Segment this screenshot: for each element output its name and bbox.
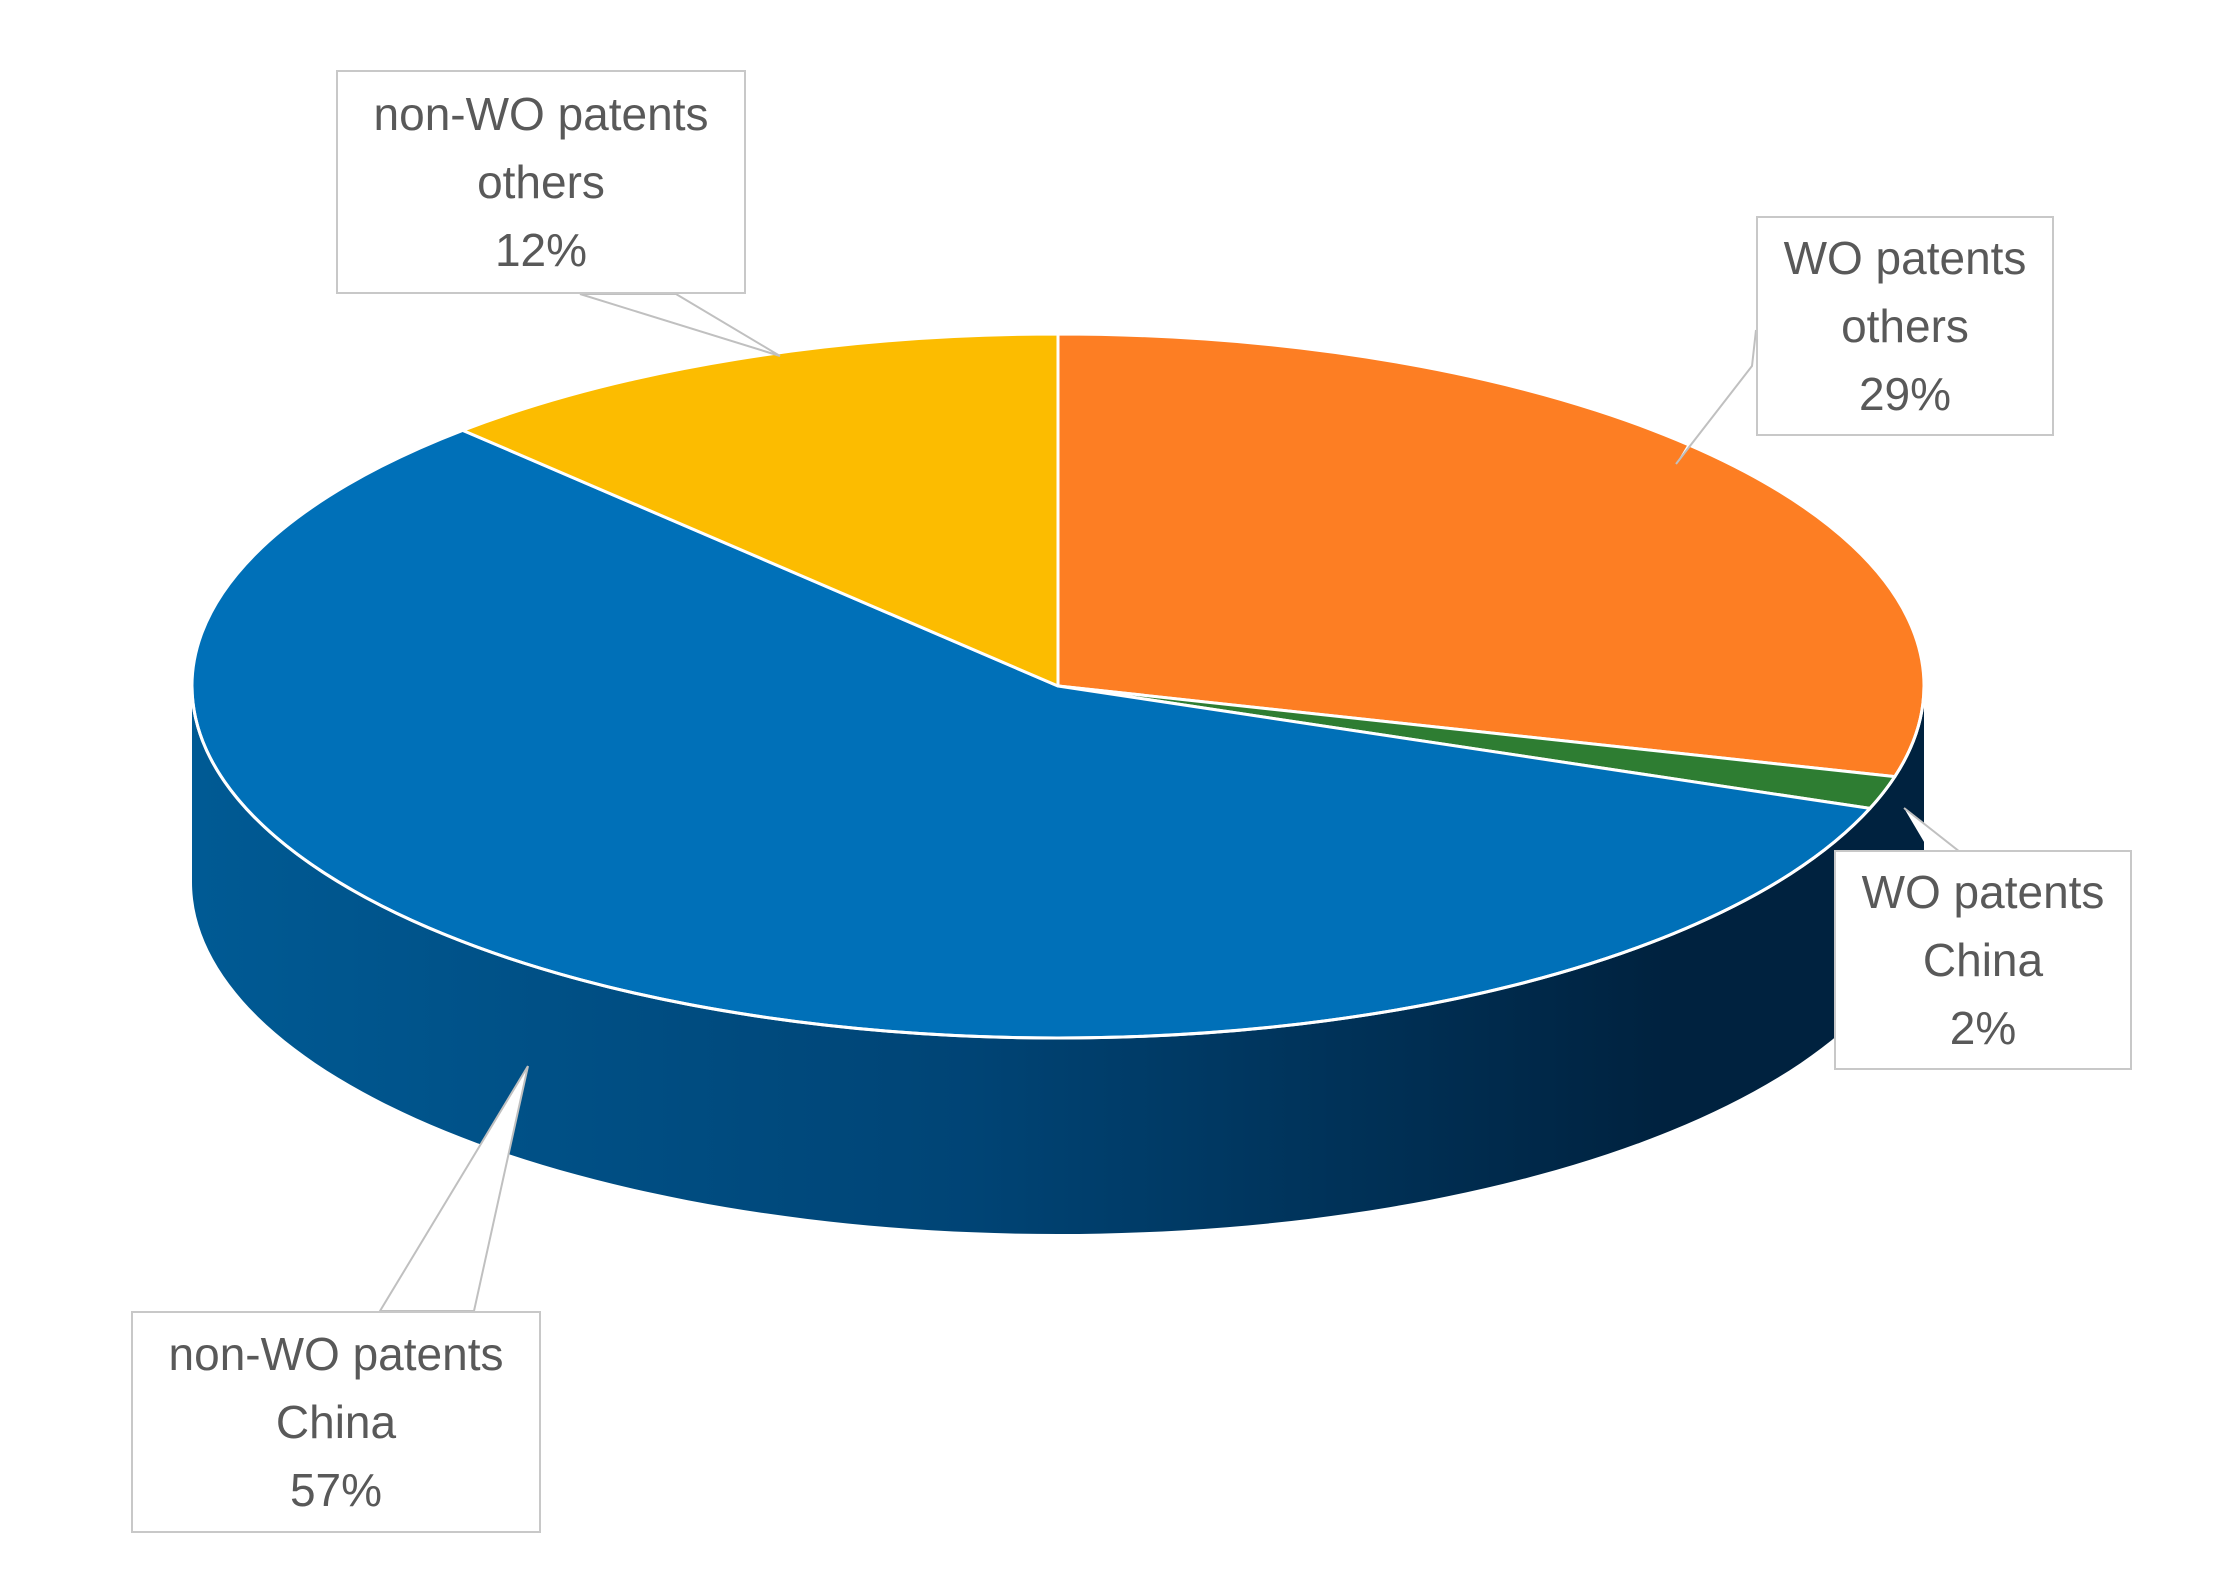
callout-wo-others-line2: others <box>1841 300 1969 352</box>
callout-nonwo-others-pct: 12% <box>494 224 588 276</box>
callout-nonwo-others: non-WO patents others 12% <box>336 70 746 294</box>
callout-wo-china-line1: WO patents <box>1861 866 2105 918</box>
callout-nonwo-china-pct: 57% <box>289 1464 383 1516</box>
callout-wo-china: WO patents China 2% <box>1834 850 2132 1070</box>
callout-wo-china-line2: China <box>1922 934 2044 986</box>
callout-wo-others: WO patents others 29% <box>1756 216 2054 436</box>
callout-wo-others-line1: WO patents <box>1783 232 2027 284</box>
pie-slice-nonwo-others <box>461 332 1060 688</box>
leader-nonwo-others <box>579 293 781 357</box>
pie-rim-highlight <box>190 685 1926 1040</box>
callout-nonwo-others-line1: non-WO patents <box>373 88 709 140</box>
leader-wo-others <box>1675 329 1757 465</box>
pie-3d-side <box>192 686 1924 1234</box>
callout-nonwo-others-line2: others <box>477 156 605 208</box>
callout-nonwo-china-line2: China <box>275 1396 397 1448</box>
callout-nonwo-china: non-WO patents China 57% <box>131 1311 541 1533</box>
callout-wo-others-pct: 29% <box>1858 368 1952 420</box>
callout-wo-china-pct: 2% <box>1949 1002 2017 1054</box>
callout-nonwo-china-line1: non-WO patents <box>168 1328 504 1380</box>
pie-slice-wo-others <box>1056 332 1926 779</box>
